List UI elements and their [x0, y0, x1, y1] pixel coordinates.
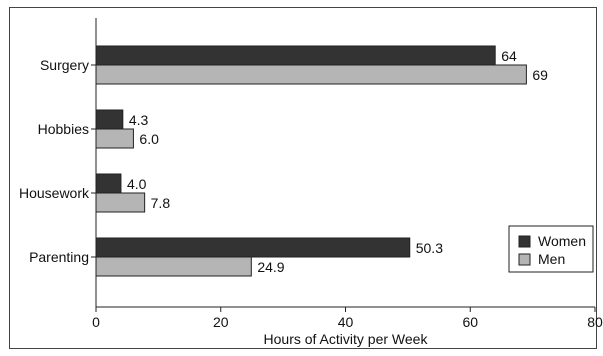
x-tick-label: 80	[587, 314, 603, 330]
category-label: Housework	[19, 185, 90, 201]
bar-women-hobbies	[95, 109, 124, 130]
x-tick-label: 40	[338, 314, 354, 330]
category-label: Parenting	[29, 249, 89, 265]
legend-swatch-women	[518, 235, 531, 248]
category-label: Hobbies	[38, 121, 89, 137]
x-tick-label: 0	[92, 314, 100, 330]
data-label: 6.0	[139, 131, 159, 147]
bar-men-hobbies	[95, 128, 134, 149]
data-label: 69	[532, 67, 548, 83]
legend-swatch-men	[518, 253, 531, 266]
legend-label: Men	[538, 251, 565, 267]
bar-men-housework	[95, 192, 146, 213]
data-label: 4.3	[129, 112, 149, 128]
data-label: 24.9	[257, 259, 284, 275]
legend-label: Women	[538, 233, 586, 249]
bar-men-parenting	[95, 256, 252, 277]
data-label: 7.8	[151, 195, 171, 211]
bar-women-parenting	[95, 237, 411, 258]
x-tick-label: 60	[462, 314, 478, 330]
x-tick-label: 20	[213, 314, 229, 330]
bar-women-housework	[95, 173, 122, 194]
data-label: 64	[501, 48, 517, 64]
bar-women-surgery	[95, 45, 496, 66]
bar-men-surgery	[95, 64, 527, 85]
category-label: Surgery	[40, 57, 89, 73]
x-axis-title: Hours of Activity per Week	[264, 331, 429, 347]
data-label: 50.3	[416, 240, 443, 256]
data-label: 4.0	[127, 176, 147, 192]
